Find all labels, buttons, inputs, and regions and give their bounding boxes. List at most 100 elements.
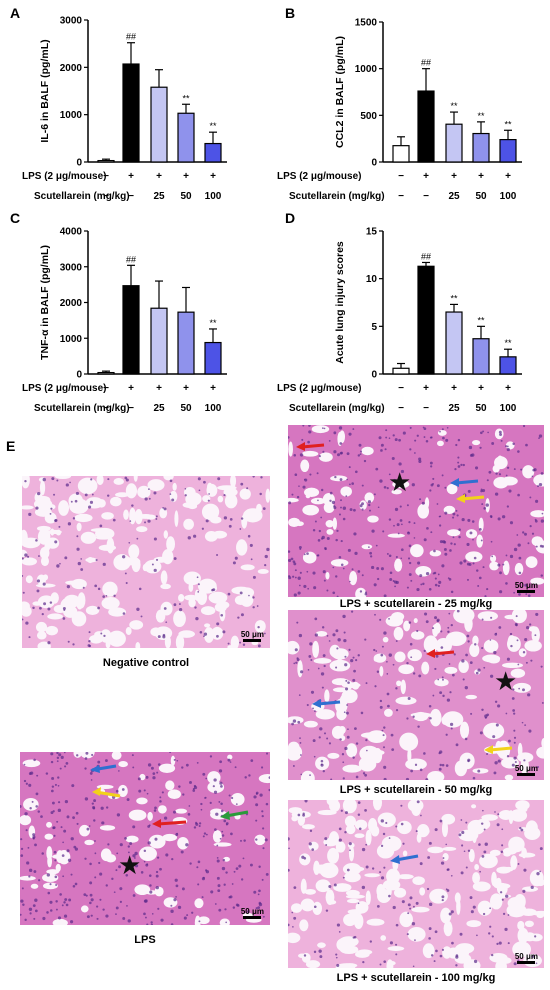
tissue-texture xyxy=(288,800,544,968)
scutellarein-row-value: 100 xyxy=(500,191,517,202)
bar xyxy=(97,371,115,375)
blue-arrow-icon xyxy=(450,478,479,487)
caption-scutellarein-100: LPS + scutellarein - 100 mg/kg xyxy=(336,972,496,984)
chart-b: B 0 500 1000 1500 CCL2 in BALF (pg/mL) ## ** ** *… xyxy=(277,5,522,202)
y-tick-label: 10 xyxy=(366,274,378,285)
scutellarein-row-value: 100 xyxy=(205,403,222,414)
caption-lps: LPS xyxy=(134,934,156,946)
scutellarein-row-value: − xyxy=(423,191,429,202)
bar xyxy=(499,356,517,375)
lps-row-value: + xyxy=(183,171,189,182)
y-tick-label: 2000 xyxy=(60,63,83,74)
y-axis-label: CCL2 in BALF (pg/mL) xyxy=(334,36,346,148)
bar xyxy=(417,90,435,163)
lps-row-value: − xyxy=(103,383,109,394)
y-tick-label: 3000 xyxy=(60,16,83,27)
significance-label: ** xyxy=(477,315,485,325)
significance-label: ** xyxy=(450,101,458,111)
y-tick-label: 1000 xyxy=(60,334,83,345)
significance-label: ## xyxy=(126,254,136,264)
significance-label: ** xyxy=(504,119,512,129)
y-axis-label: IL-6 in BALF (pg/mL) xyxy=(39,39,51,142)
lps-row-value: + xyxy=(128,383,134,394)
y-tick-label: 2000 xyxy=(60,298,83,309)
scutellarein-row-value: 25 xyxy=(153,403,165,414)
blue-arrow-icon xyxy=(90,764,117,773)
panel-e-letter: E xyxy=(6,438,16,454)
chart-d: D 0 5 10 15 Acute lung injury scores ## ** ** ** L… xyxy=(277,210,522,414)
red-arrow-icon xyxy=(426,649,455,658)
significance-label: ## xyxy=(126,32,136,42)
lps-row-value: + xyxy=(451,383,457,394)
scutellarein-row-value: 25 xyxy=(153,191,165,202)
bar xyxy=(204,341,222,375)
panel-letter: B xyxy=(285,5,295,21)
bar xyxy=(122,63,140,163)
bar xyxy=(204,142,222,163)
lps-row-value: + xyxy=(423,383,429,394)
bar xyxy=(445,311,463,375)
caption-scutellarein-25: LPS + scutellarein - 25 mg/kg xyxy=(339,598,493,610)
scale-bar-label: 50 μm xyxy=(514,952,538,961)
y-tick-label: 4000 xyxy=(60,227,83,238)
lps-row-value: + xyxy=(423,171,429,182)
scale-bar: 50 μm xyxy=(515,952,538,964)
panel-letter: C xyxy=(10,210,20,226)
lps-row-value: − xyxy=(398,383,404,394)
chart-c: C 0 1000 2000 3000 4000 TNF-α in BALF (pg/mL) #… xyxy=(10,210,227,414)
y-tick-label: 0 xyxy=(76,370,82,381)
y-tick-label: 1000 xyxy=(60,110,83,121)
significance-label: ** xyxy=(209,318,217,328)
yellow-arrow-icon xyxy=(484,745,513,754)
y-tick-label: 1000 xyxy=(355,64,378,75)
arrow-markers xyxy=(90,764,249,828)
bar xyxy=(445,123,463,163)
bar xyxy=(177,112,195,163)
bar xyxy=(150,307,168,375)
lps-row-value: + xyxy=(210,171,216,182)
significance-label: ** xyxy=(450,293,458,303)
micrograph-negative-control: 50 μm xyxy=(22,476,270,648)
lps-row-value: + xyxy=(156,383,162,394)
bar xyxy=(499,139,517,163)
significance-label: ## xyxy=(421,251,431,261)
tissue-texture xyxy=(22,476,270,648)
lps-row-label: LPS (2 μg/mouse) xyxy=(277,171,361,182)
lps-row-value: + xyxy=(210,383,216,394)
bar xyxy=(417,265,435,375)
y-axis-label: TNF-α in BALF (pg/mL) xyxy=(39,245,51,360)
scutellarein-row-value: 25 xyxy=(448,403,460,414)
arrow-markers xyxy=(312,649,513,754)
y-tick-label: 15 xyxy=(366,227,378,238)
scale-bar: 50 μm xyxy=(515,581,538,593)
lps-row-label: LPS (2 μg/mouse) xyxy=(277,383,361,394)
green-arrow-icon xyxy=(220,810,249,820)
red-arrow-icon xyxy=(152,819,187,828)
significance-label: ## xyxy=(421,58,431,68)
y-tick-label: 5 xyxy=(371,322,377,333)
lps-row-value: − xyxy=(398,171,404,182)
lps-row-value: + xyxy=(505,171,511,182)
panel-d: D 0 5 10 15 Acute lung injury scores ## ** ** ** L… xyxy=(275,205,550,420)
lps-row-value: + xyxy=(478,171,484,182)
significance-label: ** xyxy=(209,121,217,131)
scale-bar: 50 μm xyxy=(241,907,264,919)
scutellarein-row-value: − xyxy=(103,191,109,202)
lps-row-value: + xyxy=(478,383,484,394)
scutellarein-row-value: − xyxy=(398,403,404,414)
scutellarein-row-value: − xyxy=(398,191,404,202)
star-marker-icon: ★ xyxy=(494,666,518,696)
y-tick-label: 0 xyxy=(371,370,377,381)
significance-label: ** xyxy=(182,93,190,103)
scutellarein-row-value: 50 xyxy=(180,191,192,202)
scutellarein-row-value: 25 xyxy=(448,191,460,202)
scale-bar-label: 50 μm xyxy=(240,907,264,916)
star-marker-icon: ★ xyxy=(388,467,412,497)
lps-row-label: LPS (2 μg/mouse) xyxy=(22,383,106,394)
arrow-markers xyxy=(296,442,485,503)
y-axis-label: Acute lung injury scores xyxy=(334,241,346,364)
micrograph-scutellarein-25: ★ 50 μm xyxy=(288,425,544,597)
caption-scutellarein-50: LPS + scutellarein - 50 mg/kg xyxy=(339,784,493,796)
lps-row-value: + xyxy=(505,383,511,394)
micrograph-scutellarein-50: ★ 50 μm xyxy=(288,610,544,780)
